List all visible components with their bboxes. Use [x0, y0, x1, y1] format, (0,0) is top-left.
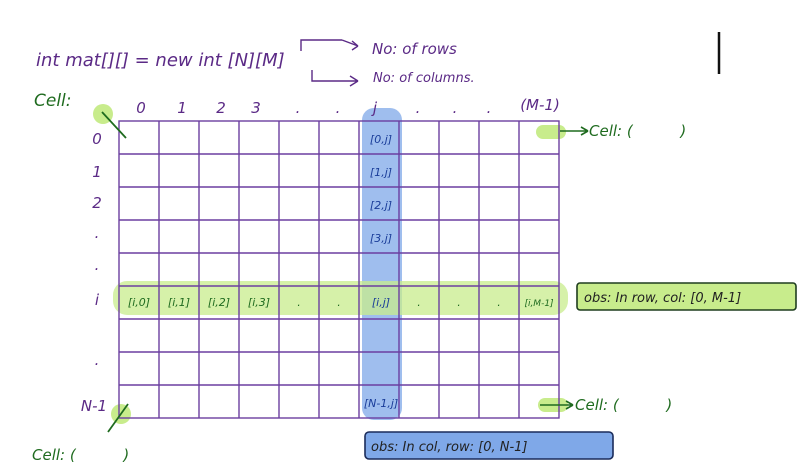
row-i-highlight: [113, 281, 568, 315]
col-header: .: [296, 99, 301, 117]
matrix-grid: [118, 120, 560, 419]
col-header: 3: [251, 99, 261, 117]
matrix-cell: [i,j]: [372, 296, 390, 309]
col-header: .: [416, 99, 421, 117]
matrix-cell: .: [297, 296, 301, 309]
row-header: .: [95, 351, 100, 369]
cell-label: Cell:: [34, 91, 72, 111]
matrix-cell: [i,3]: [248, 296, 270, 309]
top-left-pointer: [101, 111, 127, 139]
top-right-highlight: [536, 125, 566, 139]
col-header: .: [487, 99, 492, 117]
bottom-right-arrow: [540, 400, 574, 410]
matrix-cell: [i,1]: [168, 296, 190, 309]
row-header: i: [95, 291, 100, 309]
row-i-cells: [i,0] [i,1] [i,2] [i,3] . . [i,j] . . . …: [128, 296, 554, 309]
col-observation-box: [364, 431, 614, 460]
matrix-cell: [3,j]: [370, 232, 392, 245]
row-headers: 0 1 2 . . i . N-1: [81, 130, 107, 415]
col-observation: obs: In col, row: [0, N-1]: [371, 440, 527, 455]
row-header: N-1: [81, 397, 107, 415]
matrix-cell: [2,j]: [370, 199, 392, 212]
matrix-cell: .: [497, 296, 501, 309]
matrix-cell: [0,j]: [370, 133, 392, 146]
cols-arrow: [311, 70, 359, 87]
matrix-cell: .: [457, 296, 461, 309]
bottom-left-pointer: [107, 403, 129, 433]
col-header: 1: [177, 99, 187, 117]
col-header: 2: [216, 99, 226, 117]
rows-arrow: [300, 39, 359, 51]
matrix-cell: .: [417, 296, 421, 309]
column-j-highlight: [362, 108, 402, 420]
row-header: .: [95, 224, 100, 242]
bottom-right-cell-label: Cell: ( ): [575, 396, 672, 414]
row-header: 0: [92, 130, 102, 148]
matrix-cell: [1,j]: [370, 166, 392, 179]
rows-note: No: of rows: [372, 40, 457, 58]
col-header: 0: [136, 99, 146, 117]
col-header: (M-1): [520, 96, 560, 114]
row-observation: obs: In row, col: [0, M-1]: [584, 291, 741, 306]
row-observation-box: [576, 282, 797, 311]
row-header: 1: [92, 163, 102, 181]
matrix-cell: [i,0]: [128, 296, 150, 309]
matrix-cell: [i,M-1]: [524, 299, 554, 309]
declaration-code: int mat[][] = new int [N][M]: [36, 50, 285, 71]
column-j-cells: [0,j] [1,j] [2,j] [3,j] [N-1,j]: [364, 133, 398, 410]
column-headers: 0 1 2 3 . . j . . . (M-1): [136, 96, 560, 117]
top-right-cell-label: Cell: ( ): [589, 122, 686, 140]
matrix-cell: [i,2]: [208, 296, 230, 309]
row-header: 2: [92, 194, 102, 212]
bottom-left-cell-label: Cell: ( ): [32, 446, 129, 464]
top-right-arrow: [560, 126, 589, 136]
cols-note: No: of columns.: [373, 71, 475, 86]
matrix-cell: .: [337, 296, 341, 309]
col-header: j: [371, 99, 378, 117]
row-header: .: [95, 256, 100, 274]
matrix-cell: [N-1,j]: [364, 397, 398, 410]
col-header: .: [336, 99, 341, 117]
col-header: .: [453, 99, 458, 117]
